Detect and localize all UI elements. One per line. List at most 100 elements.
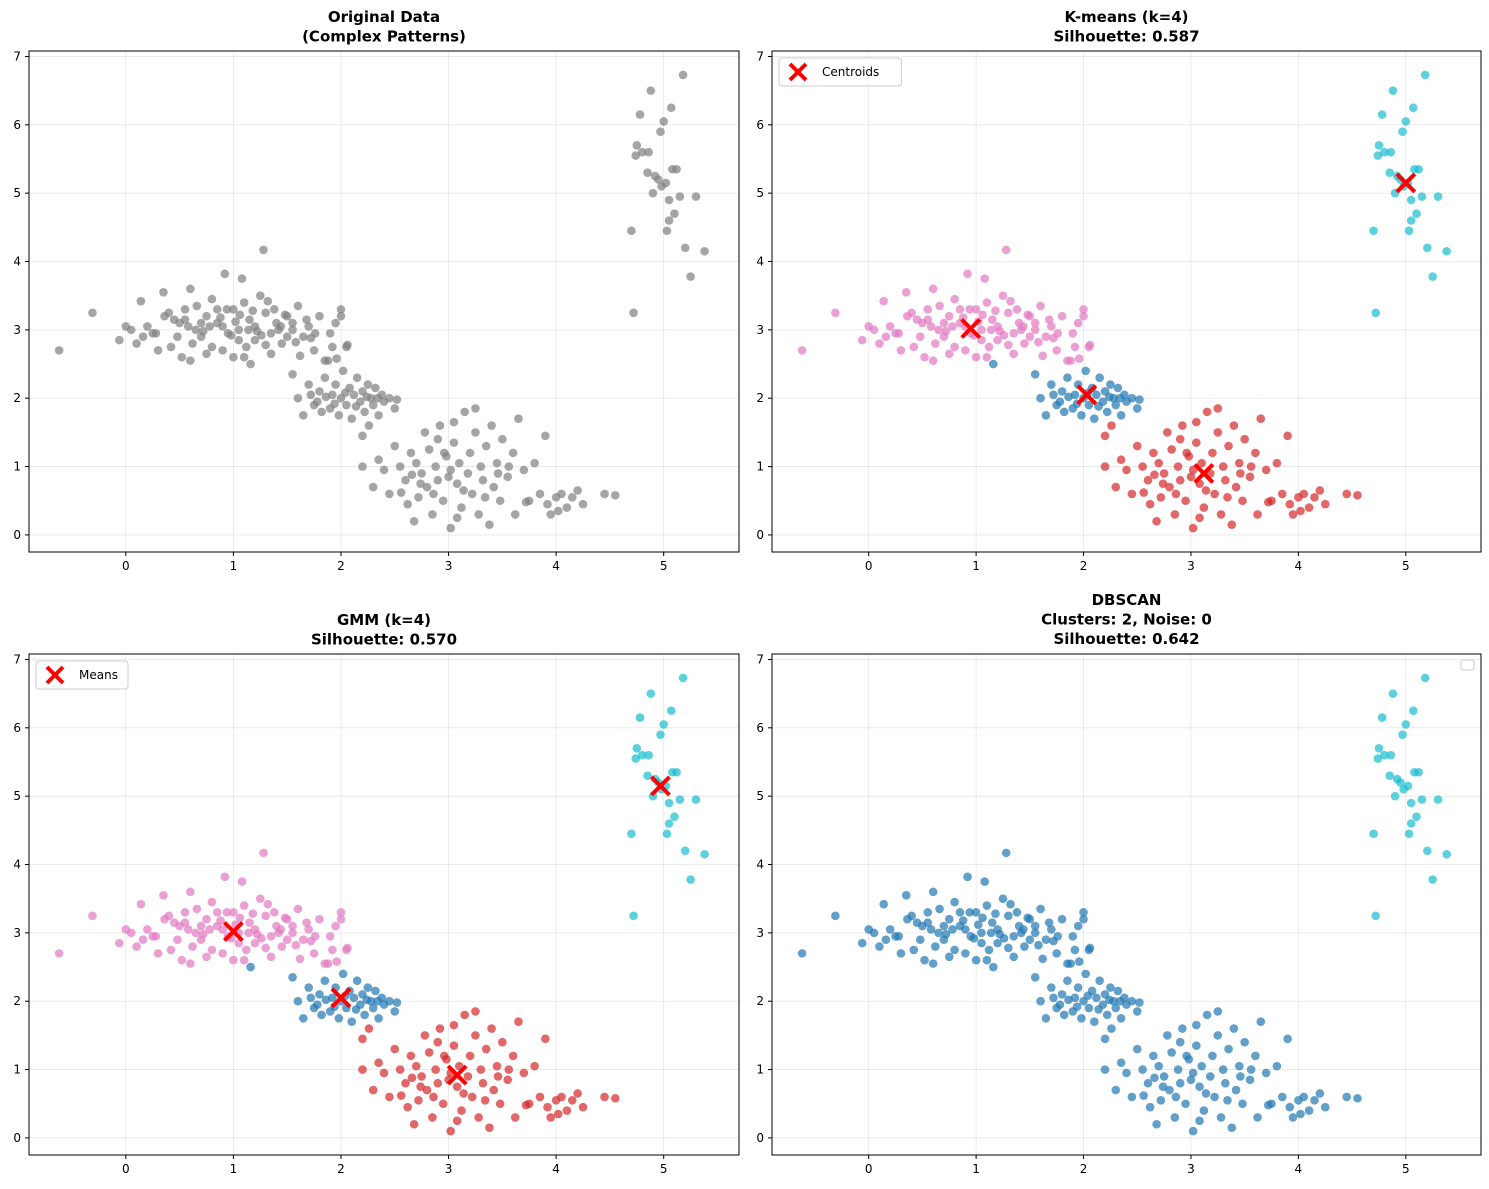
data-point [573, 1089, 582, 1098]
data-point [474, 1113, 483, 1122]
data-point [998, 894, 1008, 903]
data-point [1057, 387, 1067, 396]
data-point [1150, 1073, 1159, 1083]
data-point [1398, 730, 1407, 739]
data-point [291, 337, 301, 347]
data-point [1175, 1078, 1185, 1088]
data-point [637, 750, 647, 760]
data-point [648, 188, 658, 198]
data-point [1428, 875, 1437, 884]
data-point [229, 908, 238, 917]
data-point [54, 949, 64, 958]
data-point [159, 287, 168, 297]
data-point [299, 1014, 308, 1023]
data-point [449, 438, 459, 447]
data-point [334, 1014, 344, 1023]
data-point [915, 935, 925, 944]
data-point [896, 949, 906, 958]
data-point [977, 928, 986, 938]
data-point [939, 921, 949, 931]
data-point [250, 335, 260, 345]
data-point [282, 935, 292, 944]
data-point [293, 996, 303, 1006]
data-point [977, 325, 986, 335]
data-point [1030, 972, 1040, 982]
data-point [950, 294, 959, 304]
data-point [504, 462, 514, 471]
data-point [401, 475, 410, 485]
data-point [457, 503, 466, 512]
data-point [328, 342, 337, 352]
data-point [374, 411, 383, 420]
data-point [1388, 689, 1398, 698]
data-point [259, 848, 268, 858]
y-tick-label: 6 [13, 118, 21, 132]
data-point [503, 472, 513, 482]
data-point [1238, 1099, 1247, 1109]
data-point [1192, 417, 1201, 427]
data-point [700, 849, 709, 859]
data-point [982, 955, 992, 965]
data-point [218, 322, 227, 331]
data-point [385, 996, 394, 1006]
data-point [302, 315, 311, 324]
data-point [438, 1099, 448, 1109]
data-point [446, 1126, 455, 1136]
data-point [664, 195, 674, 205]
x-tick-label: 2 [1080, 1162, 1088, 1176]
data-point [977, 938, 986, 948]
data-point [1310, 1096, 1319, 1105]
data-point [115, 335, 124, 345]
data-point [1256, 1017, 1266, 1027]
data-point [928, 356, 938, 365]
data-point [503, 1075, 513, 1085]
data-point [991, 306, 1000, 316]
data-point [392, 395, 402, 404]
data-point [460, 1010, 469, 1020]
x-tick-label: 5 [660, 1162, 668, 1176]
data-point [334, 411, 344, 420]
data-point [1152, 1119, 1161, 1129]
data-point [1068, 931, 1078, 941]
data-point [543, 1102, 552, 1112]
data-point [282, 332, 292, 341]
data-point [449, 1020, 459, 1030]
data-point [543, 499, 552, 509]
data-point [177, 955, 187, 965]
data-point [186, 356, 195, 365]
data-point [385, 1092, 394, 1102]
data-point [971, 352, 981, 362]
data-point [1412, 812, 1421, 821]
data-point [1068, 328, 1078, 338]
data-point [1127, 1092, 1137, 1102]
axes-frame [771, 50, 1482, 553]
data-point [797, 949, 807, 958]
data-point [198, 326, 208, 336]
data-point [1064, 392, 1073, 402]
data-point [1210, 1092, 1219, 1102]
data-point [310, 328, 320, 338]
data-point [1107, 421, 1116, 430]
data-point [306, 993, 316, 1003]
data-point [352, 976, 362, 986]
data-point [1070, 945, 1080, 955]
data-point [205, 322, 215, 331]
data-point [1095, 976, 1104, 986]
data-point [662, 226, 672, 236]
subplot-4: 0 1 2 3 4 5 0 1 2 3 4 5 6 7 DBSCAN Clusters: 2, Noise: … [756, 591, 1482, 1176]
data-point [881, 935, 891, 944]
data-point [392, 998, 402, 1007]
data-point [894, 931, 904, 941]
data-point [573, 486, 582, 495]
data-point [1195, 1082, 1204, 1091]
data-point [1188, 1126, 1198, 1136]
data-point [1285, 499, 1295, 509]
data-point [1102, 407, 1112, 417]
data-point [1149, 1051, 1158, 1061]
data-point [151, 931, 161, 941]
data-point [1315, 486, 1325, 495]
data-point [261, 911, 270, 921]
data-point [1064, 995, 1073, 1005]
data-point [1213, 428, 1223, 437]
data-point [1030, 325, 1040, 335]
